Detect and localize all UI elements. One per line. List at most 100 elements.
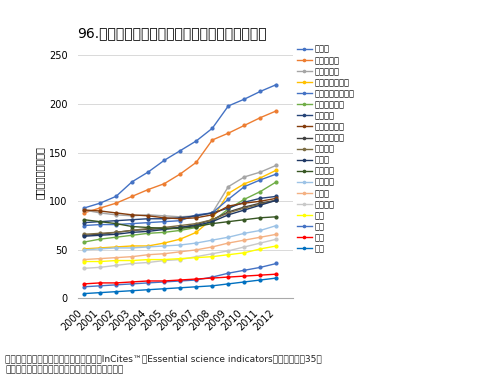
フランス: [274, 223, 280, 228]
スイス: [81, 206, 87, 210]
韓国: [210, 284, 216, 288]
ベルギー: [193, 224, 199, 229]
カナダ: [210, 219, 216, 224]
スイス: [258, 89, 264, 94]
オランダ: [210, 211, 216, 215]
オーストリア: [97, 232, 103, 237]
ニュージーランド: [161, 219, 167, 224]
ドイツ: [193, 248, 199, 252]
スイス: [129, 180, 135, 184]
ニュージーランド: [145, 220, 151, 225]
ドイツ: [177, 249, 183, 254]
米国: [258, 246, 264, 251]
ノルウェー: [129, 194, 135, 199]
イタリア: [81, 266, 87, 271]
台湾: [177, 279, 183, 283]
フィンランド: [145, 231, 151, 235]
オーストリア: [129, 228, 135, 233]
カナダ: [113, 232, 119, 237]
Line: 米国: 米国: [82, 245, 278, 263]
ニュージーランド: [97, 222, 103, 227]
オーストラリア: [210, 217, 216, 221]
台湾: [274, 261, 280, 266]
日本: [81, 282, 87, 286]
イギリス: [113, 230, 119, 235]
スウェーデン: [161, 215, 167, 220]
フィンランド: [210, 219, 216, 224]
フランス: [129, 246, 135, 250]
フィンランド: [242, 197, 248, 201]
デンマーク: [161, 214, 167, 218]
Text: 注）分野別論文数はトムソン・ロイターInCites™のEssential science indicatorsに基づき、表35に
示した新たに括った分野別の論文: 注）分野別論文数はトムソン・ロイターInCites™のEssential sci…: [5, 355, 322, 374]
オーストリア: [161, 226, 167, 231]
Line: 台湾: 台湾: [82, 262, 278, 288]
スウェーデン: [274, 196, 280, 201]
台湾: [97, 284, 103, 288]
イタリア: [226, 249, 232, 253]
デンマーク: [242, 175, 248, 179]
イタリア: [145, 260, 151, 265]
ベルギー: [274, 215, 280, 219]
フィンランド: [274, 180, 280, 184]
韓国: [242, 280, 248, 284]
デンマーク: [97, 211, 103, 215]
台湾: [145, 280, 151, 285]
イタリア: [274, 237, 280, 242]
イタリア: [193, 254, 199, 259]
オーストラリア: [242, 181, 248, 186]
スウェーデン: [242, 201, 248, 206]
日本: [210, 276, 216, 280]
スウェーデン: [258, 199, 264, 203]
ノルウェー: [97, 206, 103, 210]
イギリス: [226, 211, 232, 215]
ベルギー: [145, 225, 151, 230]
韓国: [145, 287, 151, 292]
ニュージーランド: [193, 212, 199, 217]
デンマーク: [113, 212, 119, 217]
韓国: [161, 287, 167, 291]
デンマーク: [258, 170, 264, 174]
Line: ニュージーランド: ニュージーランド: [82, 173, 278, 227]
日本: [145, 279, 151, 283]
スイス: [226, 104, 232, 108]
デンマーク: [193, 214, 199, 218]
イタリア: [161, 258, 167, 263]
デンマーク: [129, 214, 135, 218]
米国: [113, 258, 119, 263]
オランダ: [113, 218, 119, 223]
イギリス: [145, 226, 151, 231]
日本: [242, 274, 248, 278]
日本: [226, 275, 232, 279]
イタリア: [97, 265, 103, 270]
ドイツ: [210, 245, 216, 249]
米国: [81, 259, 87, 264]
オーストラリア: [97, 246, 103, 250]
台湾: [161, 280, 167, 284]
ニュージーランド: [242, 184, 248, 189]
台湾: [193, 278, 199, 282]
ノルウェー: [258, 115, 264, 120]
イタリア: [242, 245, 248, 249]
ノルウェー: [242, 123, 248, 128]
オランダ: [161, 217, 167, 221]
ドイツ: [145, 253, 151, 257]
オランダ: [274, 194, 280, 199]
ノルウェー: [210, 138, 216, 142]
スイス: [97, 201, 103, 206]
イギリス: [97, 231, 103, 235]
スイス: [242, 97, 248, 101]
イギリス: [258, 202, 264, 206]
カナダ: [145, 229, 151, 234]
Line: オーストラリア: オーストラリア: [82, 169, 278, 250]
ノルウェー: [274, 108, 280, 113]
スイス: [177, 149, 183, 153]
ドイツ: [129, 254, 135, 259]
フィンランド: [113, 235, 119, 240]
ベルギー: [81, 217, 87, 222]
ベルギー: [258, 215, 264, 220]
台湾: [242, 268, 248, 273]
Line: オランダ: オランダ: [82, 195, 278, 224]
ベルギー: [242, 217, 248, 222]
Line: イタリア: イタリア: [82, 238, 278, 270]
オーストラリア: [161, 241, 167, 245]
